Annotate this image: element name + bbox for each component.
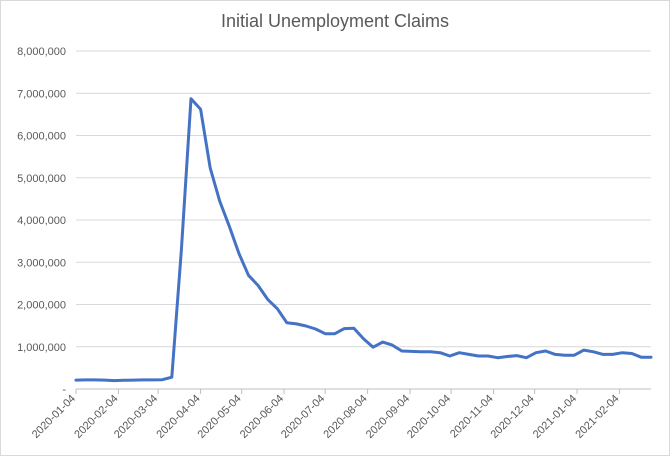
y-tick-label: - bbox=[62, 384, 66, 396]
x-tick-label: 2020-12-04 bbox=[488, 393, 536, 441]
x-tick-label: 2020-10-04 bbox=[405, 393, 453, 441]
y-tick-label: 1,000,000 bbox=[17, 342, 66, 354]
y-tick-label: 2,000,000 bbox=[17, 300, 66, 312]
x-tick-label: 2021-02-04 bbox=[573, 393, 621, 441]
y-tick-label: 7,000,000 bbox=[17, 88, 66, 100]
y-tick-label: 5,000,000 bbox=[17, 173, 66, 185]
x-tick-label: 2020-05-04 bbox=[195, 393, 243, 441]
chart-title: Initial Unemployment Claims bbox=[220, 11, 450, 31]
y-tick-label: 4,000,000 bbox=[17, 215, 66, 227]
x-tick-label: 2020-08-04 bbox=[321, 393, 369, 441]
y-tick-label: 6,000,000 bbox=[17, 131, 66, 143]
x-tick-label: 2020-01-04 bbox=[30, 393, 78, 441]
x-tick-label: 2021-01-04 bbox=[531, 393, 579, 441]
y-tick-label: 3,000,000 bbox=[17, 257, 66, 269]
y-tick-label: 8,000,000 bbox=[17, 46, 66, 58]
series-line bbox=[74, 97, 653, 383]
x-tick-label: 2020-07-04 bbox=[279, 393, 327, 441]
